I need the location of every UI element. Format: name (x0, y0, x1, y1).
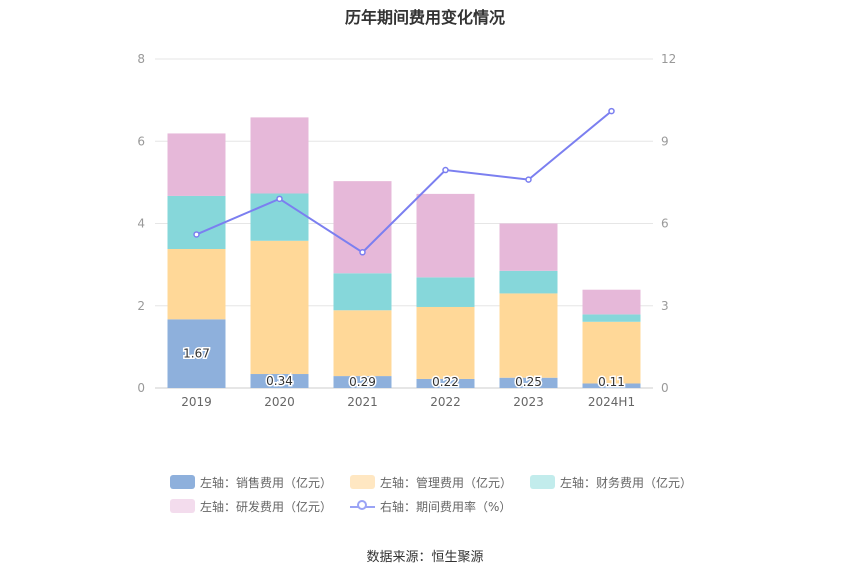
legend-label-finance: 左轴：财务费用（亿元） (560, 475, 693, 490)
point-expense-ratio (525, 176, 532, 183)
legend-item-expense-ratio[interactable]: 右轴：期间费用率（%） (350, 498, 511, 515)
y-right-tick-label: 3 (661, 299, 669, 313)
bar-admin (499, 293, 558, 378)
legend-swatch-expense-ratio (350, 499, 376, 513)
bar-finance (333, 273, 392, 311)
point-expense-ratio (442, 166, 449, 174)
source-note: 数据来源：恒生聚源 (366, 550, 484, 565)
point-expense-ratio (276, 195, 283, 203)
legend-label-rd: 左轴：研发费用（亿元） (200, 499, 333, 514)
point-expense-ratio (608, 107, 615, 115)
bar-admin (167, 248, 226, 320)
y-left-tick-label: 0 (137, 381, 145, 395)
bar-admin (250, 240, 309, 375)
y-right-tick-label: 0 (661, 381, 669, 395)
y-right-tick-label: 12 (661, 52, 676, 66)
bar-rd (333, 181, 392, 274)
data-label-sales: 0.11 (598, 375, 625, 389)
legend-swatch-rd (170, 499, 195, 513)
chart-title: 历年期间费用变化情况 (344, 8, 505, 27)
legend: 左轴：销售费用（亿元） 左轴：管理费用（亿元） 左轴：财务费用（亿元） 左轴：研… (170, 470, 730, 518)
legend-item-admin[interactable]: 左轴：管理费用（亿元） (350, 474, 512, 491)
x-tick-label: 2019 (181, 395, 212, 409)
x-tick-label: 2024H1 (588, 395, 635, 409)
bar-admin (416, 306, 475, 379)
bar-finance (416, 277, 475, 307)
y-right-tick-label: 6 (661, 217, 669, 231)
y-right-tick-label: 9 (661, 134, 669, 148)
point-expense-ratio (193, 231, 200, 238)
data-label-sales: 0.34 (266, 374, 293, 388)
bar-finance (167, 195, 226, 249)
line-expense-ratio (196, 110, 613, 254)
legend-item-sales[interactable]: 左轴：销售费用（亿元） (170, 474, 332, 491)
bar-sales (250, 374, 309, 388)
bar-rd (416, 193, 475, 278)
x-tick-label: 2020 (264, 395, 295, 409)
x-tick-label: 2023 (513, 395, 544, 409)
data-label-sales: 0.22 (432, 375, 459, 389)
legend-label-sales: 左轴：销售费用（亿元） (200, 475, 333, 490)
data-label-sales: 0.25 (515, 375, 542, 389)
bar-sales (416, 378, 475, 388)
bar-sales (582, 383, 641, 388)
legend-item-finance[interactable]: 左轴：财务费用（亿元） (530, 474, 692, 491)
bar-finance (499, 270, 558, 294)
bar-admin (333, 310, 392, 377)
legend-item-rd[interactable]: 左轴：研发费用（亿元） (170, 498, 332, 515)
x-tick-label: 2022 (430, 395, 461, 409)
x-tick-label: 2021 (347, 395, 378, 409)
y-left-tick-label: 2 (137, 299, 145, 313)
bar-sales (333, 376, 392, 388)
bar-finance (582, 314, 641, 322)
chart-plot: 0 2 4 6 8 0 3 6 9 12 2019 2020 2021 2022 2023 2024H1 1.6… (137, 52, 676, 409)
data-label-sales: 0.29 (349, 375, 376, 389)
bar-admin (582, 321, 641, 384)
y-left-tick-label: 6 (137, 134, 145, 148)
bar-rd (499, 223, 558, 271)
legend-label-expense-ratio: 右轴：期间费用率（%） (380, 499, 512, 514)
point-expense-ratio (359, 249, 366, 256)
legend-swatch-finance (530, 475, 556, 489)
y-left-tick-label: 8 (137, 52, 145, 66)
legend-label-admin: 左轴：管理费用（亿元） (380, 475, 513, 490)
legend-swatch-admin (350, 475, 376, 489)
bar-rd (582, 289, 641, 315)
bar-rd (167, 133, 226, 196)
bar-sales (167, 319, 226, 388)
legend-swatch-sales (170, 475, 195, 489)
bar-rd (250, 117, 309, 194)
bar-sales (499, 377, 558, 388)
data-label-sales: 1.67 (183, 347, 210, 361)
y-left-tick-label: 4 (137, 217, 145, 231)
